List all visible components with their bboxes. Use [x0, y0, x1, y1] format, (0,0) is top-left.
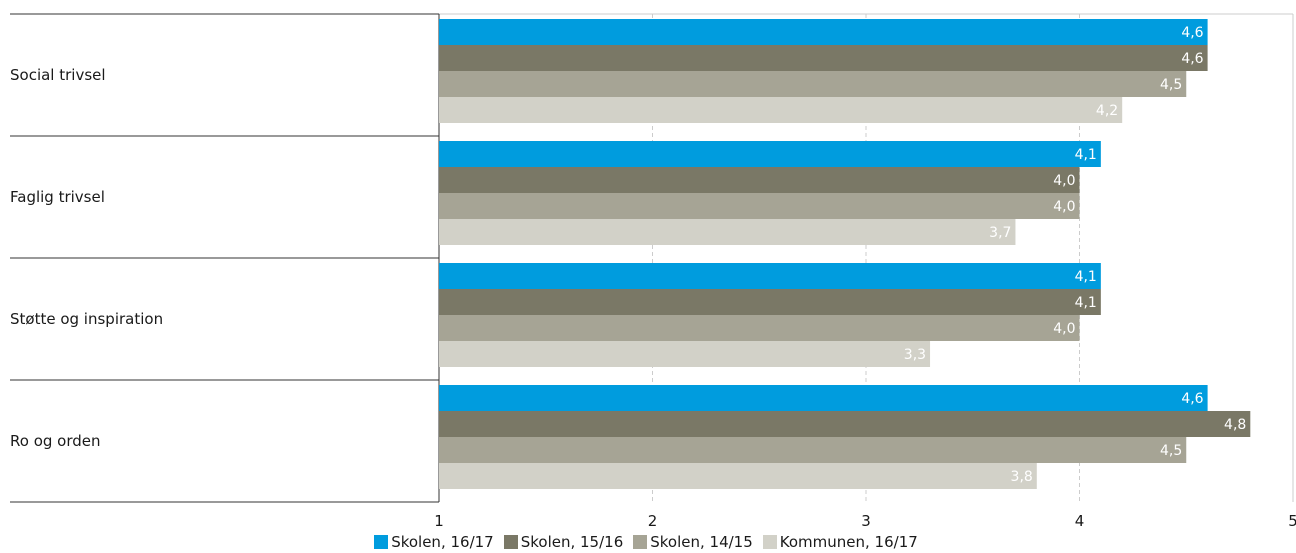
legend-item: Skolen, 14/15: [633, 533, 753, 551]
bar: [439, 219, 1016, 245]
bar-chart: 4,64,64,54,24,14,04,03,74,14,14,03,34,64…: [10, 13, 1296, 530]
data-label: 4,1: [1075, 295, 1097, 311]
x-axis-ticks: 1 2 3 4 5: [434, 512, 1296, 530]
data-label: 4,6: [1181, 51, 1203, 67]
bar: [439, 141, 1101, 167]
bar: [439, 463, 1037, 489]
bar: [439, 19, 1208, 45]
bar: [439, 341, 931, 367]
category-label: Social trivsel: [10, 66, 106, 84]
category-label: Faglig trivsel: [10, 188, 105, 206]
x-tick-label: 3: [861, 512, 871, 530]
data-label: 4,5: [1160, 443, 1182, 459]
x-tick-label: 4: [1075, 512, 1085, 530]
data-label: 4,6: [1181, 391, 1203, 407]
category-labels: Social trivsel Faglig trivsel Støtte og in…: [10, 66, 163, 450]
legend-label: Skolen, 15/16: [520, 533, 624, 551]
data-label: 4,5: [1160, 77, 1182, 93]
legend-label: Skolen, 16/17: [391, 533, 494, 551]
x-tick-label: 5: [1288, 512, 1296, 530]
data-label: 3,3: [904, 347, 926, 363]
category-label: Ro og orden: [10, 432, 101, 450]
legend-swatch: [503, 535, 518, 549]
data-label: 3,8: [1011, 469, 1033, 485]
bar: [439, 71, 1187, 97]
data-label: 4,2: [1096, 103, 1118, 119]
legend-label: Skolen, 14/15: [650, 533, 753, 551]
bar: [439, 289, 1101, 315]
legend-item: Skolen, 15/16: [503, 533, 624, 551]
data-label: 4,0: [1053, 321, 1075, 337]
bar: [439, 411, 1251, 437]
bar: [439, 263, 1101, 289]
bar: [439, 315, 1080, 341]
legend-label: Kommunen, 16/17: [779, 533, 918, 551]
category-label: Støtte og inspiration: [10, 310, 163, 328]
bars: 4,64,64,54,24,14,04,03,74,14,14,03,34,64…: [439, 19, 1251, 489]
x-tick-label: 2: [648, 512, 658, 530]
legend-item: Kommunen, 16/17: [762, 533, 918, 551]
data-label: 4,1: [1075, 147, 1097, 163]
bar: [439, 45, 1208, 71]
legend-swatch: [762, 535, 777, 549]
legend-swatch: [374, 535, 389, 549]
legend-swatch: [633, 535, 648, 549]
bar: [439, 167, 1080, 193]
data-label: 4,0: [1053, 173, 1075, 189]
data-label: 4,6: [1181, 25, 1203, 41]
data-label: 3,7: [989, 225, 1011, 241]
bar: [439, 97, 1123, 123]
x-tick-label: 1: [434, 512, 444, 530]
legend: Skolen, 16/17 Skolen, 15/16 Skolen, 14/15 K…: [0, 531, 1296, 553]
data-label: 4,1: [1075, 269, 1097, 285]
bar: [439, 437, 1187, 463]
legend-item: Skolen, 16/17: [374, 533, 494, 551]
data-label: 4,8: [1224, 417, 1246, 433]
data-label: 4,0: [1053, 199, 1075, 215]
bar: [439, 193, 1080, 219]
bar: [439, 385, 1208, 411]
